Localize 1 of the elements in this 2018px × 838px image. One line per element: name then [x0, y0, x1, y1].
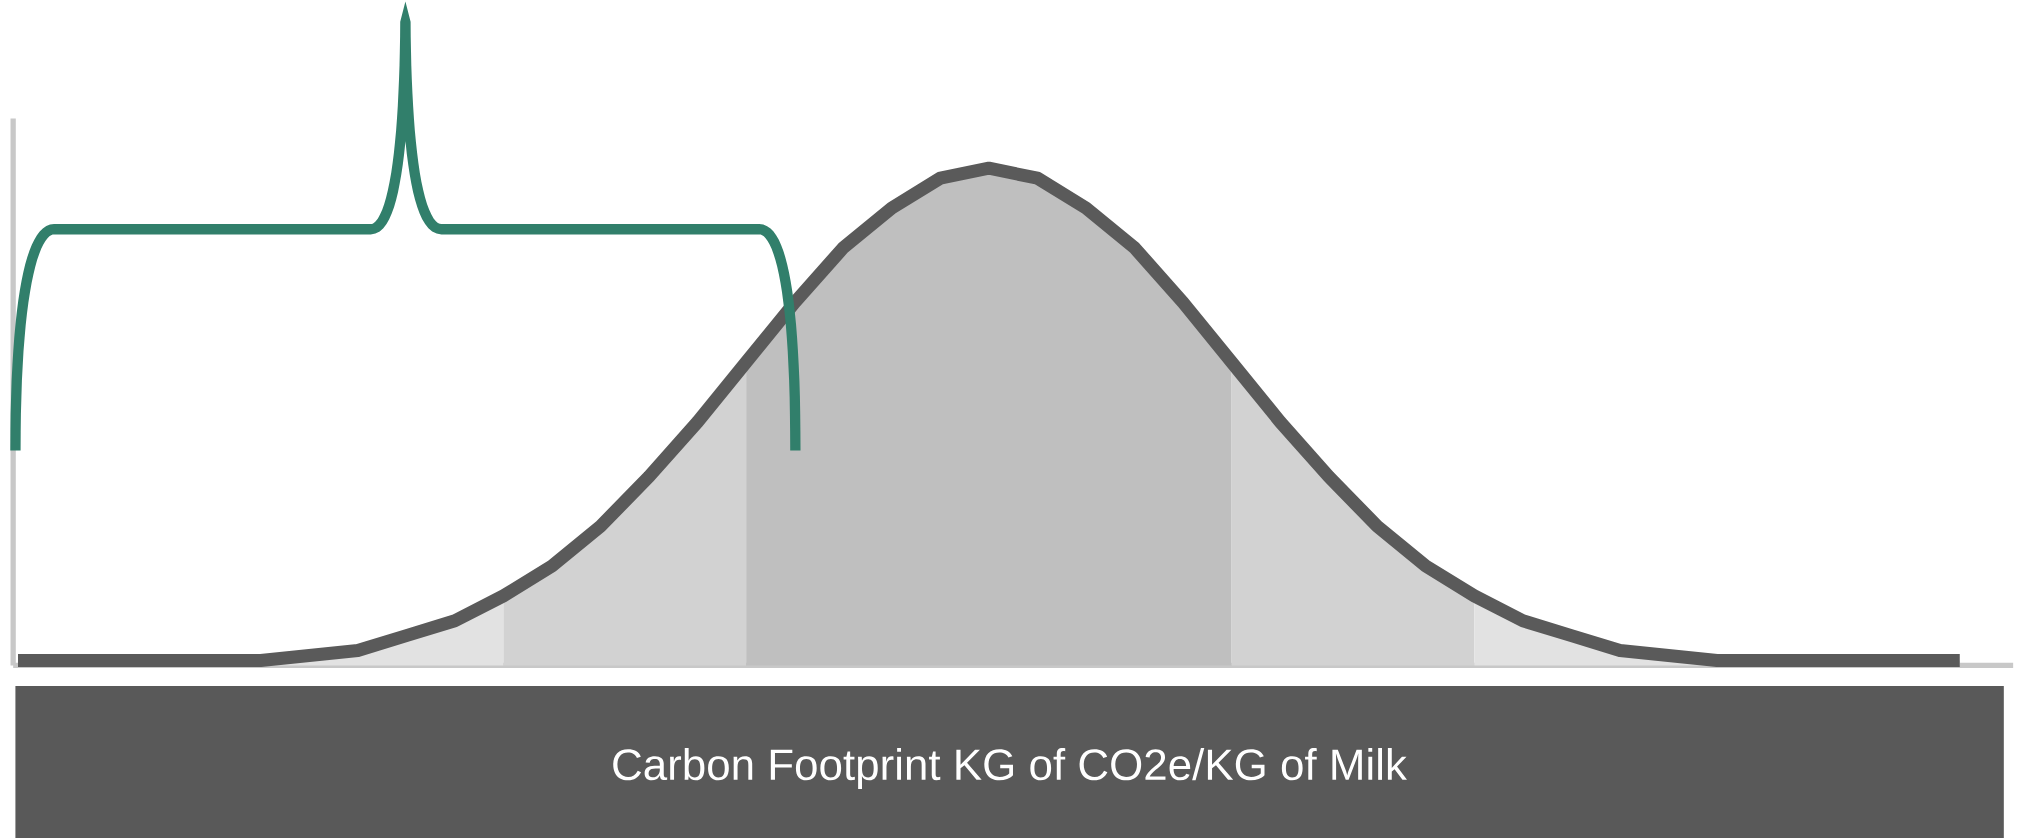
x-axis-title: Carbon Footprint KG of CO2e/KG of Milk: [613, 747, 1407, 789]
